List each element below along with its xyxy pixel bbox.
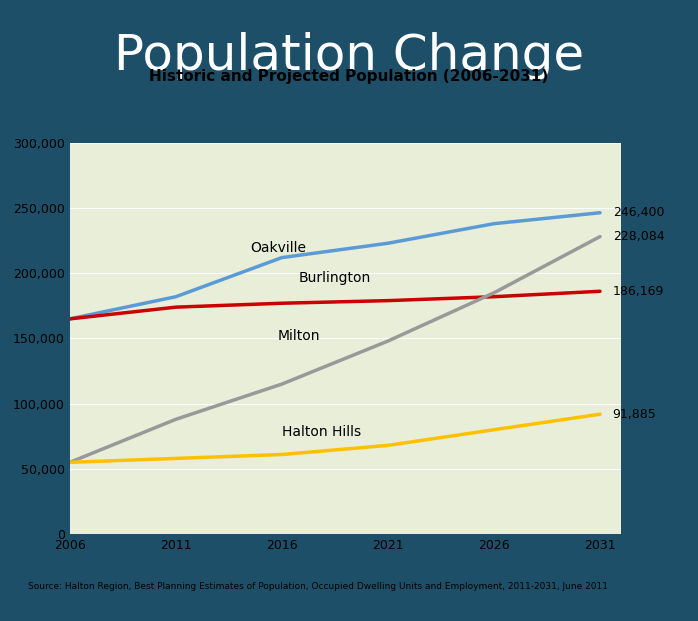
- Text: Halton Hills: Halton Hills: [282, 425, 361, 439]
- Text: 228,084: 228,084: [613, 230, 664, 243]
- Text: 186,169: 186,169: [613, 285, 664, 298]
- Text: Population Change: Population Change: [114, 32, 584, 80]
- Text: Milton: Milton: [278, 329, 320, 343]
- Text: Historic and Projected Population (2006-2031): Historic and Projected Population (2006-…: [149, 69, 549, 84]
- Text: 91,885: 91,885: [613, 408, 657, 421]
- Text: 246,400: 246,400: [613, 206, 664, 219]
- Text: Oakville: Oakville: [250, 242, 306, 255]
- Text: Burlington: Burlington: [299, 271, 371, 286]
- Text: Source: Halton Region, Best Planning Estimates of Population, Occupied Dwelling : Source: Halton Region, Best Planning Est…: [28, 582, 608, 591]
